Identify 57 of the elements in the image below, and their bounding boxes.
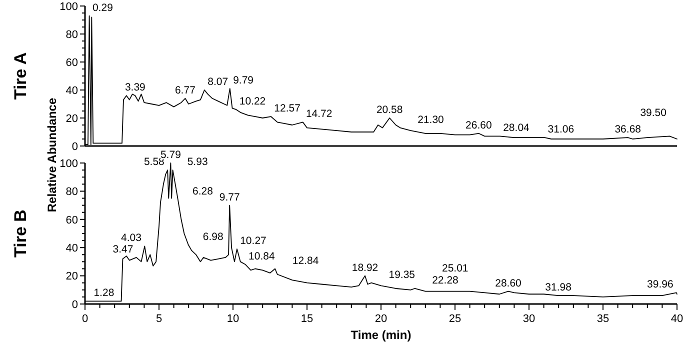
y-tick-label: 40	[66, 84, 78, 97]
annotation: 12.84	[292, 254, 319, 267]
y-tick-label: 0	[72, 298, 78, 311]
annotation: 6.28	[192, 186, 214, 198]
text: Tire B	[11, 210, 30, 258]
annotation: 12.57	[274, 102, 301, 115]
x-tick-label: 10	[226, 313, 240, 325]
y-tick-label: 80	[66, 28, 78, 41]
annotation: 8.07	[208, 76, 228, 88]
annotation: 5.93	[187, 156, 208, 168]
x-tick-label: 0	[82, 313, 88, 325]
y-axis-title: Relative Abundance	[45, 98, 59, 212]
annotation: 18.92	[352, 262, 378, 274]
annotation: 21.30	[418, 114, 444, 126]
annotation: 6.77	[174, 84, 196, 96]
annotation: 26.60	[466, 119, 492, 132]
x-tick-label: 20	[374, 313, 388, 325]
x-axis-title: Time (min)	[350, 328, 412, 342]
annotation: 3.47	[112, 243, 134, 256]
annotation: 31.98	[545, 282, 572, 294]
annotation: 0.29	[92, 2, 114, 14]
y-tick-label: 20	[66, 270, 78, 283]
annotation: 10.27	[240, 235, 267, 248]
annotation: 39.96	[647, 278, 674, 291]
annotation: 20.58	[376, 104, 403, 116]
y-tick-label: 100	[60, 0, 78, 13]
x-tick-label: 25	[448, 313, 462, 325]
y-tick-label: 20	[66, 112, 78, 125]
annotation: 6.98	[202, 230, 224, 243]
annotation: 19.35	[388, 268, 416, 281]
x-tick-label: 5	[156, 313, 162, 325]
annotation: 3.39	[124, 82, 146, 94]
annotation: 4.03	[121, 232, 142, 244]
y-tick-label: 60	[66, 214, 78, 226]
annotation: 39.50	[640, 107, 667, 120]
annotation: 25.01	[442, 262, 468, 274]
annotation: 10.84	[248, 250, 275, 263]
annotation: 9.79	[233, 74, 254, 87]
annotation: 28.04	[503, 122, 530, 134]
y-tick-label: 40	[66, 242, 78, 254]
y-tick-label: 0	[72, 140, 78, 153]
annotation: 22.28	[432, 274, 459, 286]
text: Tire A	[11, 52, 30, 100]
x-tick-label: 35	[596, 313, 610, 325]
annotation: 1.28	[94, 287, 114, 300]
annotation: 31.06	[548, 124, 574, 136]
x-tick-label: 40	[670, 313, 684, 325]
y-tick-label: 80	[66, 186, 78, 198]
x-tick-label: 15	[300, 313, 314, 325]
x-tick-label: 30	[522, 313, 536, 325]
annotation: 10.22	[239, 96, 266, 108]
annotation: 28.60	[495, 277, 522, 290]
annotation: 9.77	[219, 191, 240, 204]
y-tick-label: 60	[66, 56, 78, 69]
y-tick-label: 100	[60, 158, 78, 170]
annotation: 14.72	[306, 108, 332, 120]
annotation: 36.68	[614, 124, 642, 136]
